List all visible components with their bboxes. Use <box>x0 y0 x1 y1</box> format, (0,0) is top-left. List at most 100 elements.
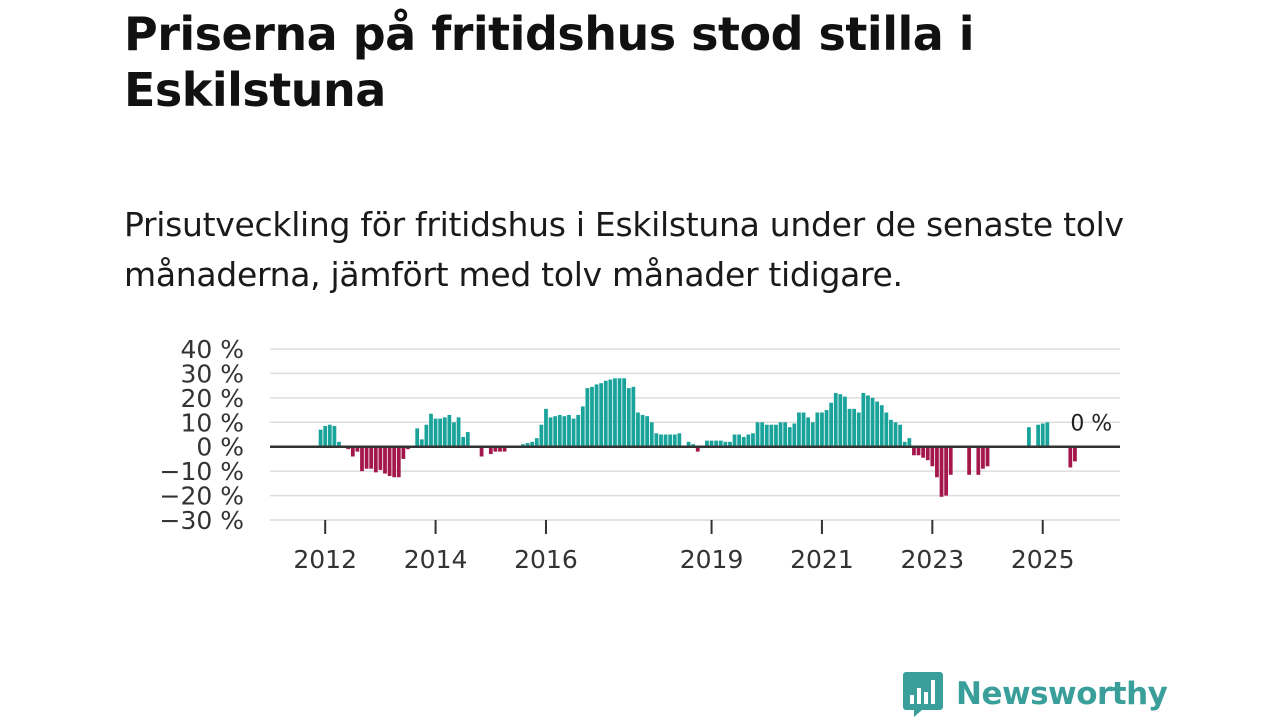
bar-24 <box>429 413 433 447</box>
newsworthy-logo-text: Newsworthy <box>956 676 1168 712</box>
bar-156 <box>1036 424 1041 447</box>
bar-39 <box>498 446 502 452</box>
bar-113 <box>838 394 843 447</box>
bar-126 <box>898 424 903 447</box>
bar-129 <box>912 446 916 456</box>
bar-49 <box>544 408 548 447</box>
bar-104 <box>797 412 801 447</box>
bar-84 <box>705 440 709 447</box>
y-tick-label-6: −20 % <box>160 482 244 511</box>
bar-118 <box>861 392 866 447</box>
bar-74 <box>659 434 663 447</box>
bar-38 <box>493 446 498 452</box>
newsworthy-logo-icon <box>903 672 943 717</box>
bar-157 <box>1040 423 1045 447</box>
bar-70 <box>640 414 645 447</box>
latest-value-annotation: 0 % <box>1070 411 1112 436</box>
bar-99 <box>774 424 778 447</box>
bar-141 <box>967 446 972 475</box>
y-tick-label-5: −10 % <box>160 457 244 486</box>
bar-121 <box>875 401 880 447</box>
bar-114 <box>843 396 847 447</box>
chart-subtitle: Prisutveckling för fritidshus i Eskilstu… <box>124 205 1124 294</box>
bar-2 <box>327 424 332 447</box>
bar-164 <box>1073 446 1077 462</box>
bar-28 <box>447 414 452 447</box>
bar-46 <box>530 441 535 447</box>
bar-115 <box>847 408 852 447</box>
bar-72 <box>649 422 654 447</box>
bar-137 <box>948 446 953 475</box>
bar-66 <box>622 378 627 447</box>
bar-58 <box>585 388 590 447</box>
bar-65 <box>617 378 622 447</box>
x-tick-label-3: 2019 <box>680 545 744 574</box>
bar-119 <box>866 395 870 447</box>
bar-56 <box>576 414 581 447</box>
bar-31 <box>461 436 466 447</box>
bar-63 <box>608 379 613 447</box>
bar-127 <box>902 441 907 447</box>
x-tick-label-5: 2023 <box>901 545 965 574</box>
bar-50 <box>548 417 553 447</box>
bar-95 <box>755 422 760 447</box>
bar-131 <box>921 446 926 458</box>
bar-16 <box>392 446 397 478</box>
grid-lines <box>270 348 1120 521</box>
bar-40 <box>502 446 507 452</box>
bar-134 <box>935 446 939 478</box>
bar-61 <box>599 383 604 447</box>
newsworthy-logo: Newsworthy <box>902 668 1168 720</box>
bar-73 <box>654 433 659 447</box>
bar-85 <box>709 440 714 447</box>
bar-76 <box>668 434 673 447</box>
bar-35 <box>479 446 484 457</box>
bar-59 <box>590 386 594 447</box>
bar-62 <box>603 380 608 447</box>
bar-47 <box>534 438 539 447</box>
bar-60 <box>594 384 599 447</box>
bar-107 <box>810 422 815 447</box>
bar-14 <box>383 446 387 474</box>
axis-labels: 40 %30 %20 %10 %0 %−10 %−20 %−30 %2012 20… <box>160 335 1113 574</box>
bar-30 <box>456 417 461 447</box>
bar-67 <box>626 388 631 447</box>
bar-75 <box>663 434 668 447</box>
bar-86 <box>714 440 719 447</box>
bar-17 <box>396 446 401 478</box>
bar-87 <box>718 440 723 447</box>
bar-144 <box>981 446 985 469</box>
bar-48 <box>539 424 544 447</box>
bar-22 <box>419 439 424 447</box>
y-tick-label-0: 40 % <box>180 335 244 364</box>
bar-90 <box>732 434 737 447</box>
bar-122 <box>879 405 884 447</box>
bar-94 <box>751 433 755 447</box>
bar-1 <box>323 425 328 447</box>
bar-130 <box>916 446 921 456</box>
bar-133 <box>930 446 935 467</box>
bar-106 <box>806 417 811 447</box>
bar-27 <box>442 417 447 447</box>
bar-101 <box>783 422 788 447</box>
axes <box>270 445 1120 534</box>
bar-88 <box>723 441 728 447</box>
y-tick-label-7: −30 % <box>160 506 244 535</box>
bar-120 <box>870 397 875 447</box>
bar-71 <box>645 416 650 447</box>
bar-103 <box>792 423 797 447</box>
bar-105 <box>801 412 806 447</box>
bar-112 <box>833 392 838 447</box>
bar-8 <box>355 446 360 452</box>
x-tick-label-4: 2021 <box>790 545 854 574</box>
chart-title: Priserna på fritidshus stod stilla i Esk… <box>124 7 975 117</box>
bar-78 <box>677 433 682 447</box>
bar-series <box>318 378 1077 497</box>
bar-7 <box>350 446 355 457</box>
bar-123 <box>884 412 889 447</box>
bar-29 <box>452 422 456 447</box>
bar-chart: 40 %30 %20 %10 %0 %−10 %−20 %−30 %2012 20… <box>160 335 1120 574</box>
x-tick-label-1: 2014 <box>404 545 468 574</box>
bar-53 <box>562 416 567 447</box>
bar-98 <box>769 424 774 447</box>
